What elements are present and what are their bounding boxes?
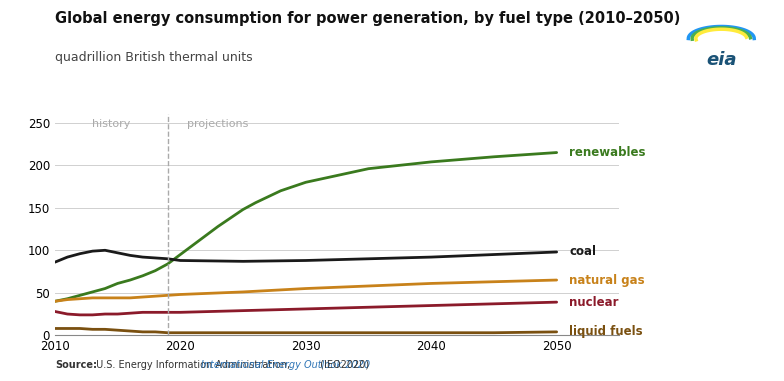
- Text: Global energy consumption for power generation, by fuel type (2010–2050): Global energy consumption for power gene…: [55, 11, 681, 26]
- Text: eia: eia: [706, 51, 736, 69]
- Text: quadrillion British thermal units: quadrillion British thermal units: [55, 51, 252, 64]
- Text: nuclear: nuclear: [569, 296, 619, 309]
- Text: International Energy Outlook 2020: International Energy Outlook 2020: [201, 360, 370, 370]
- Text: liquid fuels: liquid fuels: [569, 325, 643, 338]
- Text: (IEO2020): (IEO2020): [317, 360, 368, 370]
- Text: coal: coal: [569, 245, 596, 258]
- Text: natural gas: natural gas: [569, 274, 644, 287]
- Text: U.S. Energy Information Administration,: U.S. Energy Information Administration,: [93, 360, 292, 370]
- Text: renewables: renewables: [569, 146, 646, 159]
- Text: history: history: [93, 120, 130, 130]
- Text: projections: projections: [187, 120, 249, 130]
- Text: Source:: Source:: [55, 360, 97, 370]
